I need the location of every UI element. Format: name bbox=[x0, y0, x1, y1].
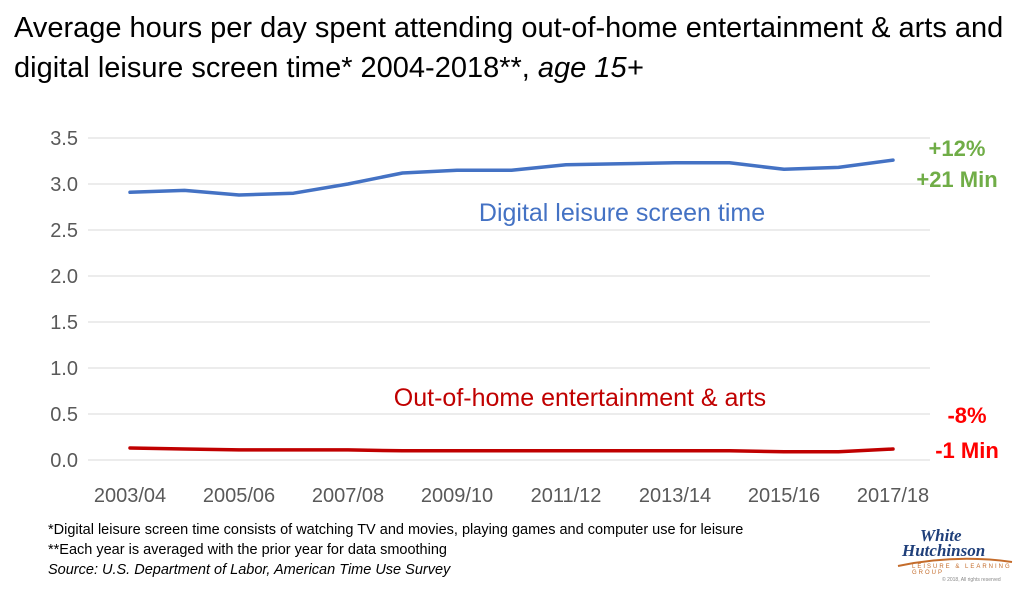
x-axis-ticks: 2003/04 2005/06 2007/08 2009/10 2011/12 2013/… bbox=[94, 485, 929, 507]
series-lines bbox=[128, 158, 895, 454]
y-tick-label: 2.5 bbox=[50, 220, 78, 242]
logo-copyright: © 2018, All rights reserved bbox=[942, 577, 1001, 583]
y-tick-label: 1.5 bbox=[50, 312, 78, 334]
chart-title: Average hours per day spent attending ou… bbox=[14, 8, 1014, 88]
y-tick-label: 0.5 bbox=[50, 404, 78, 426]
x-tick-label: 2011/12 bbox=[531, 485, 602, 507]
logo-line-hutchinson: Hutchinson bbox=[902, 541, 986, 560]
series-label-digital: Digital leisure screen time bbox=[479, 199, 765, 227]
footnotes: *Digital leisure screen time consists of… bbox=[48, 520, 743, 580]
x-tick-label: 2007/08 bbox=[312, 485, 384, 507]
out-of-home-change-percent: -8% bbox=[947, 403, 986, 428]
out-of-home-change-minutes: -1 Min bbox=[935, 438, 999, 463]
gridlines bbox=[88, 137, 930, 461]
y-tick-label: 0.0 bbox=[50, 450, 78, 472]
x-tick-label: 2015/16 bbox=[748, 485, 820, 507]
source-note: Source: U.S. Department of Labor, Americ… bbox=[48, 562, 451, 578]
digital-change-percent: +12% bbox=[929, 136, 986, 161]
logo-tagline: LEISURE & LEARNING GROUP bbox=[912, 564, 1012, 576]
series-line-out-of-home bbox=[128, 446, 895, 454]
white-hutchinson-logo: White Hutchinson LEISURE & LEARNING GROU… bbox=[896, 526, 1016, 588]
x-tick-label: 2005/06 bbox=[203, 485, 275, 507]
x-tick-label: 2003/04 bbox=[94, 485, 166, 507]
footnote-smoothing: **Each year is averaged with the prior y… bbox=[48, 542, 447, 558]
chart-title-main: Average hours per day spent attending ou… bbox=[14, 12, 1004, 84]
line-chart: 0.00.51.01.52.02.53.03.5 2003/04 2005/06 2… bbox=[50, 128, 999, 507]
y-tick-label: 3.5 bbox=[50, 128, 78, 150]
y-tick-label: 3.0 bbox=[50, 174, 78, 196]
x-tick-label: 2017/18 bbox=[857, 485, 929, 507]
series-label-out-of-home: Out-of-home entertainment & arts bbox=[394, 384, 766, 412]
y-tick-label: 2.0 bbox=[50, 266, 78, 288]
x-tick-label: 2009/10 bbox=[421, 485, 493, 507]
x-tick-label: 2013/14 bbox=[639, 485, 711, 507]
y-axis-ticks: 0.0 0.5 1.0 1.5 2.0 2.5 3.0 3.5 bbox=[50, 128, 78, 472]
footnote-definition: *Digital leisure screen time consists of… bbox=[48, 522, 744, 538]
chart-subtitle: age 15+ bbox=[529, 52, 644, 84]
logo-swoosh-icon bbox=[897, 557, 1013, 567]
y-tick-label: 1.0 bbox=[50, 358, 78, 380]
logo-line-white: White bbox=[920, 526, 962, 545]
series-line-digital bbox=[128, 158, 895, 197]
digital-change-minutes: +21 Min bbox=[916, 167, 997, 192]
